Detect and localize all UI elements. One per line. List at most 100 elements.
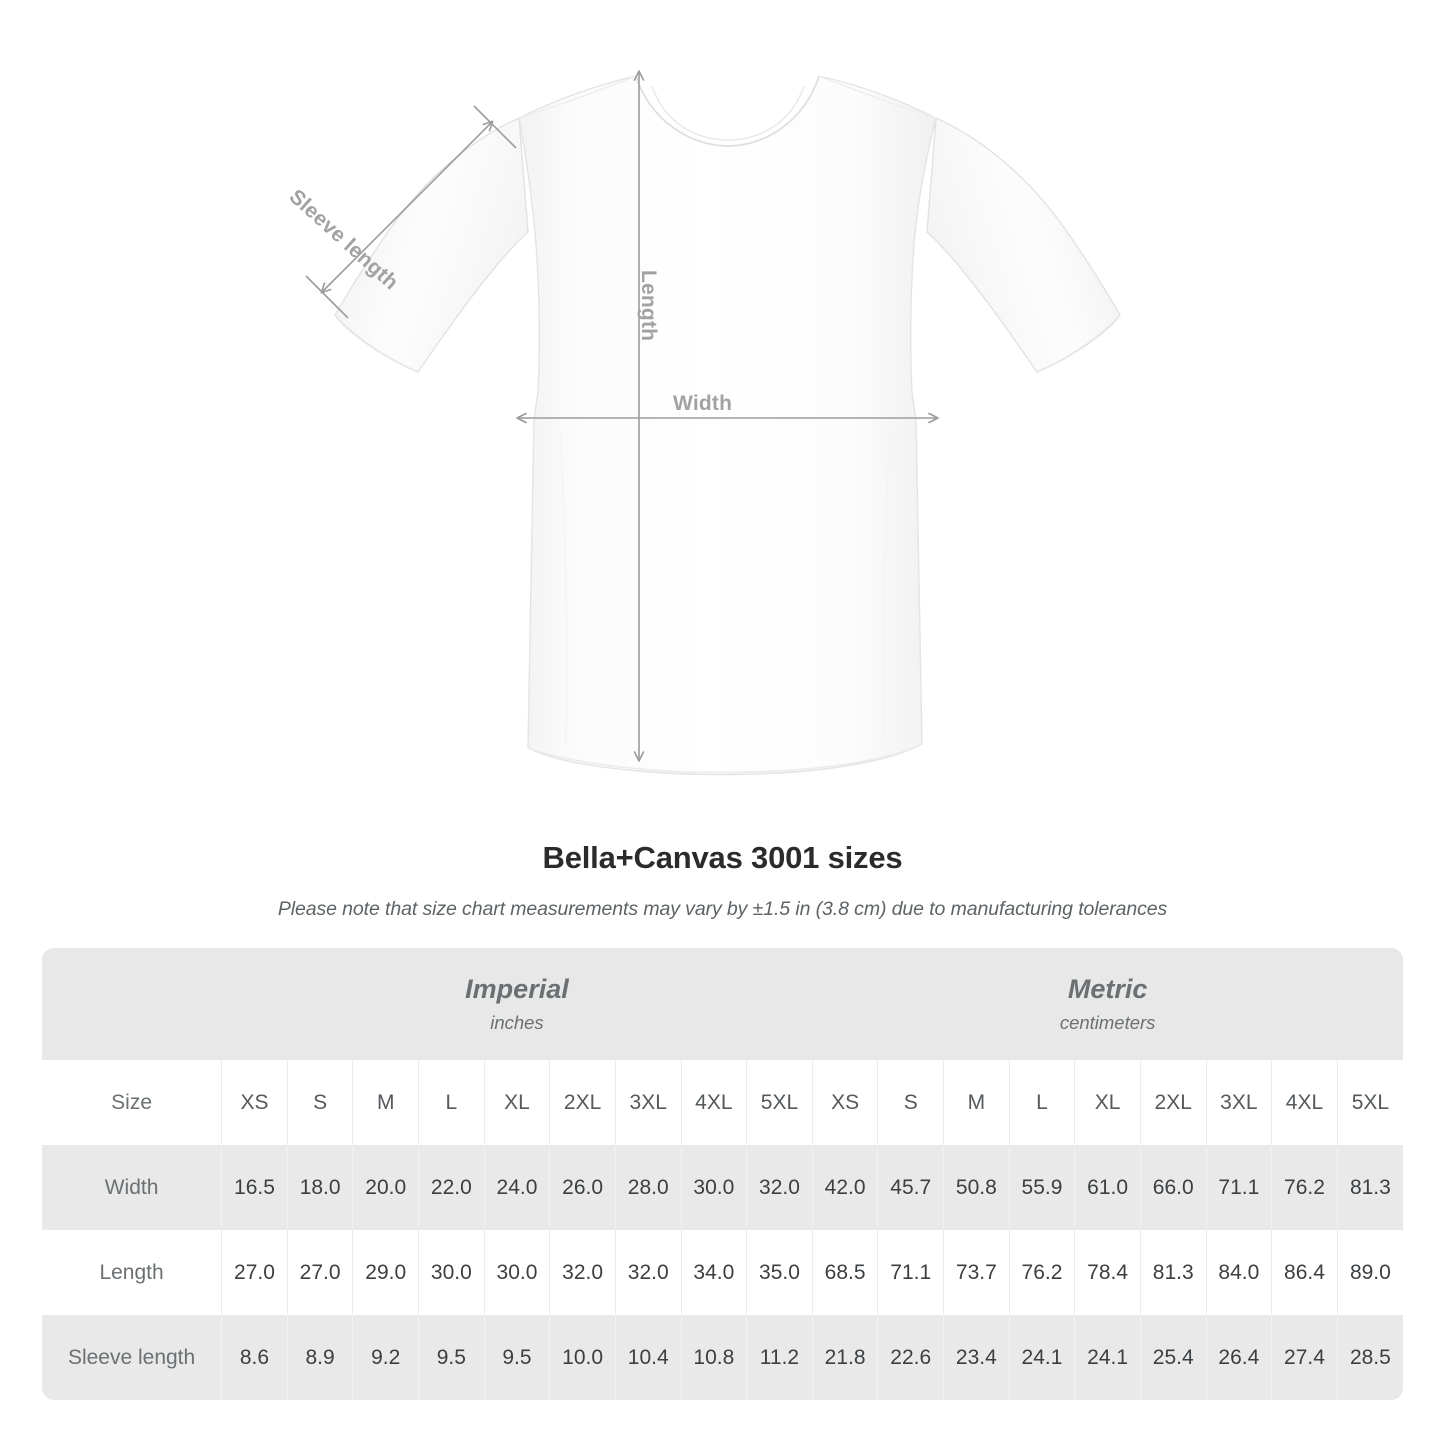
table-cell: 30.0 — [418, 1230, 485, 1315]
row-label-length: Length — [42, 1230, 222, 1315]
table-cell: 30.0 — [483, 1230, 550, 1315]
table-cell: 24.1 — [1008, 1315, 1075, 1400]
shirt-diagram: Sleeve length Length Width — [285, 70, 1121, 776]
table-cell: 8.9 — [286, 1315, 353, 1400]
unit-group-metric-sub: centimeters — [1059, 1012, 1156, 1034]
table-row-sleeve-length: Sleeve length 8.6 8.9 9.2 9.5 9.5 10.0 10.4 10.… — [42, 1315, 1403, 1400]
table-cell: 28.0 — [614, 1145, 682, 1230]
table-cell: 20.0 — [352, 1145, 419, 1230]
tolerance-note: Please note that size chart measurements… — [277, 898, 1168, 920]
table-cell: 22.6 — [877, 1315, 944, 1400]
table-cell: 34.0 — [680, 1230, 747, 1315]
table-cell: 26.0 — [549, 1145, 616, 1230]
left-cuff — [334, 314, 419, 373]
unit-system-row: Imperial inches Metric centimeters — [42, 948, 1403, 1060]
right-shoulder-seam — [818, 75, 937, 119]
page-title: Bella+Canvas 3001 sizes — [542, 840, 903, 875]
table-cell: 42.0 — [811, 1145, 878, 1230]
shirt-body — [518, 75, 937, 776]
size-header-cell: 4XL — [680, 1060, 747, 1145]
table-cell: 71.1 — [1205, 1145, 1272, 1230]
size-header-cell: XL — [483, 1060, 550, 1145]
table-cell: 24.0 — [483, 1145, 550, 1230]
unit-group-metric: Metric centimeters — [812, 948, 1403, 1060]
table-cell: 66.0 — [1139, 1145, 1207, 1230]
table-cell: 28.5 — [1336, 1315, 1403, 1400]
table-cell: 25.4 — [1139, 1315, 1207, 1400]
neckline-outer — [635, 75, 820, 147]
table-cell: 27.0 — [286, 1230, 353, 1315]
right-cuff — [1036, 314, 1121, 373]
table-cell: 32.0 — [614, 1230, 682, 1315]
size-header-cell: 4XL — [1271, 1060, 1338, 1145]
table-cell: 32.0 — [549, 1230, 616, 1315]
table-cell: 10.8 — [680, 1315, 747, 1400]
table-cell: 16.5 — [221, 1145, 288, 1230]
size-header-cell: XS — [221, 1060, 288, 1145]
unit-group-imperial-name: Imperial — [465, 973, 569, 1004]
table-cell: 76.2 — [1008, 1230, 1075, 1315]
fold-left — [559, 429, 568, 743]
size-chart-table: Imperial inches Metric centimeters Size … — [42, 948, 1403, 1400]
size-header-cell: 5XL — [1336, 1060, 1403, 1145]
table-cell: 84.0 — [1205, 1230, 1272, 1315]
table-cell: 81.3 — [1336, 1145, 1403, 1230]
table-cell: 81.3 — [1139, 1230, 1207, 1315]
size-header-cell: 5XL — [746, 1060, 813, 1145]
table-cell: 10.0 — [549, 1315, 616, 1400]
size-header-cell: 3XL — [1205, 1060, 1272, 1145]
table-cell: 27.0 — [221, 1230, 288, 1315]
table-cell: 29.0 — [352, 1230, 419, 1315]
table-cell: 89.0 — [1336, 1230, 1403, 1315]
size-header-cell: S — [286, 1060, 353, 1145]
tshirt-illustration — [305, 70, 1121, 776]
table-cell: 32.0 — [746, 1145, 813, 1230]
table-cell: 21.8 — [811, 1315, 878, 1400]
neckline-rib — [651, 85, 805, 141]
table-cell: 61.0 — [1074, 1145, 1141, 1230]
table-cell: 8.6 — [221, 1315, 288, 1400]
table-cell: 55.9 — [1008, 1145, 1075, 1230]
bottom-hem — [527, 743, 923, 774]
table-row-width: Width 16.5 18.0 20.0 22.0 24.0 26.0 28.0 30.0 32… — [42, 1145, 1403, 1230]
size-header-cell: M — [943, 1060, 1010, 1145]
right-sleeve — [926, 116, 1121, 373]
size-header-cell: L — [1008, 1060, 1075, 1145]
table-cell: 18.0 — [286, 1145, 353, 1230]
size-header-cell: XL — [1074, 1060, 1141, 1145]
size-header-cell: 2XL — [549, 1060, 616, 1145]
table-cell: 10.4 — [614, 1315, 682, 1400]
table-cell: 9.2 — [352, 1315, 419, 1400]
size-header-cell: XS — [811, 1060, 878, 1145]
chart-heading: Bella+Canvas 3001 sizes Please note that… — [0, 840, 1445, 921]
unit-group-imperial-sub: inches — [490, 1012, 544, 1034]
length-label: Length — [637, 270, 660, 342]
unit-group-imperial: Imperial inches — [221, 948, 813, 1060]
unit-row-spacer — [42, 948, 222, 1060]
table-cell: 45.7 — [877, 1145, 944, 1230]
sleeve-dimension-arrow — [305, 105, 517, 319]
table-cell: 22.0 — [418, 1145, 485, 1230]
size-header-cell: S — [877, 1060, 944, 1145]
size-chart-table-container: Imperial inches Metric centimeters Size … — [42, 948, 1403, 1400]
table-cell: 50.8 — [943, 1145, 1010, 1230]
table-cell: 9.5 — [483, 1315, 550, 1400]
table-row-length: Length 27.0 27.0 29.0 30.0 30.0 32.0 32.0 34.0 3… — [42, 1230, 1403, 1315]
left-shoulder-seam — [518, 75, 637, 119]
size-header-cell: 2XL — [1139, 1060, 1207, 1145]
row-label-sleeve-length: Sleeve length — [42, 1315, 222, 1400]
table-cell: 30.0 — [680, 1145, 747, 1230]
fold-right — [882, 429, 891, 743]
table-cell: 78.4 — [1074, 1230, 1141, 1315]
table-cell: 71.1 — [877, 1230, 944, 1315]
table-cell: 23.4 — [943, 1315, 1010, 1400]
size-header-label: Size — [42, 1060, 222, 1145]
table-cell: 35.0 — [746, 1230, 813, 1315]
size-header-cell: 3XL — [614, 1060, 682, 1145]
table-cell: 9.5 — [418, 1315, 485, 1400]
table-cell: 26.4 — [1205, 1315, 1272, 1400]
table-cell: 24.1 — [1074, 1315, 1141, 1400]
size-header-row: Size XS S M L XL 2XL 3XL 4XL 5XL XS S M L XL 2XL 3XL 4XL… — [42, 1060, 1403, 1145]
unit-group-metric-name: Metric — [1067, 973, 1148, 1004]
table-cell: 76.2 — [1271, 1145, 1338, 1230]
